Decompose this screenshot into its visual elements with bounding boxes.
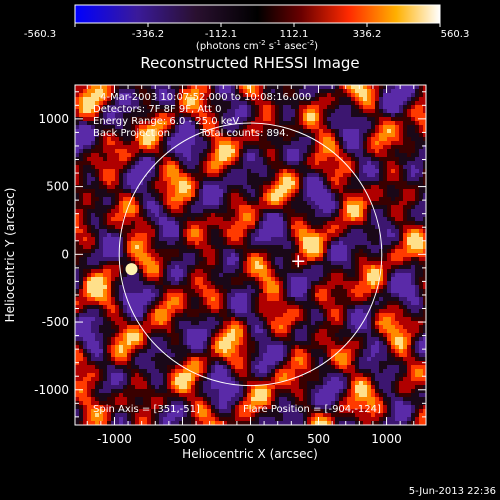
y-tick-label: 1000 [38,112,69,126]
colorbar-tick-label: 560.3 [441,29,470,40]
colorbar-tick-label: -560.3 [24,29,56,40]
solar-limb-circle [118,122,383,387]
chart-title: Reconstructed RHESSI Image [140,54,359,72]
heatmap-image [75,85,426,425]
spin-axis-marker [292,255,305,268]
axis-ticks: -1000 -500 0 500 1000 -1000 -500 0 500 1000 [34,85,426,446]
y-tick-label: -1000 [34,383,69,397]
y-tick-label: 0 [61,247,69,261]
x-tick-label: -500 [169,432,196,446]
colorbar-ticks: -560.3 -336.2 -112.1 112.1 336.2 560.3 [24,23,469,40]
y-tick-label: -500 [42,315,69,329]
annotation-energy: Energy Range: 6.0 - 25.0 keV [93,116,239,127]
colorbar-tick-label: -112.1 [205,29,237,40]
x-tick-label: 0 [247,432,255,446]
annotation-time: 4-Mar-2003 10:07:52.000 to 10:08:16.000 [100,92,311,103]
x-axis-label: Heliocentric X (arcsec) [182,447,318,461]
annotation-detectors: Detectors: 7F 8F 9F, Att 0 [93,104,221,115]
colorbar-units: (photons cm-2 s-1 asec-2) [196,39,318,52]
colorbar-tick-label: 112.1 [280,29,309,40]
colorbar [74,4,441,24]
colorbar-tick-label: 336.2 [353,29,382,40]
annotation-flare-position: Flare Position = [-904,-124] [243,404,381,415]
y-tick-label: 500 [46,180,69,194]
x-tick-label: 1000 [371,432,402,446]
x-tick-label: 500 [307,432,330,446]
colorbar-tick-label: -336.2 [132,29,164,40]
footer-date: 5-Jun-2013 22:36 [409,486,496,497]
y-axis-label: Heliocentric Y (arcsec) [3,188,17,323]
annotation-spin-axis: Spin Axis = [351,-51] [93,404,200,415]
annotation-counts: Total counts: 894. [199,128,289,139]
x-tick-label: -1000 [97,432,132,446]
annotation-method: Back Projection [93,128,170,139]
flare-source-blob [125,263,138,276]
